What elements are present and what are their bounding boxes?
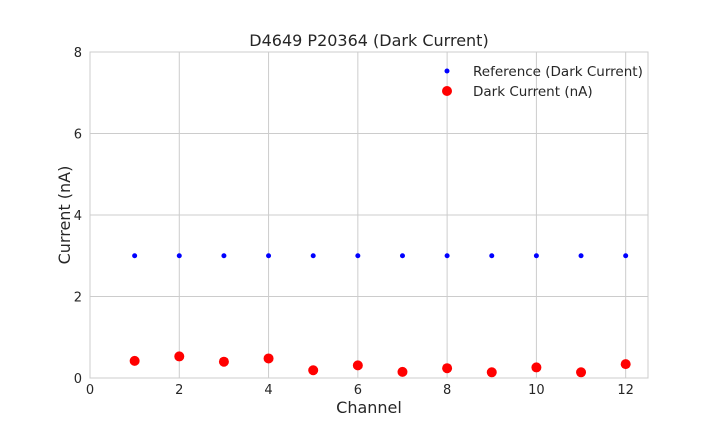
data-point-dark-current (129, 355, 140, 366)
y-tick-label: 8 (74, 46, 82, 61)
y-tick-label: 0 (74, 372, 82, 387)
data-point-dark-current (576, 367, 587, 378)
tick-labels: 0 2 4 6 8 10 12 0 2 4 6 8 (74, 46, 634, 398)
data-point-dark-current (174, 351, 185, 362)
legend-marker (442, 86, 452, 96)
data-point-reference (355, 253, 361, 259)
x-tick-label: 2 (175, 383, 183, 398)
data-point-dark-current (263, 353, 274, 364)
grid (89, 51, 648, 379)
x-tick-label: 6 (354, 383, 362, 398)
data-point-dark-current (486, 367, 497, 378)
data-point-reference (399, 253, 405, 259)
legend-marker (444, 68, 450, 74)
x-tick-label: 10 (528, 383, 545, 398)
data-point-reference (444, 253, 450, 259)
data-point-reference (132, 253, 138, 259)
plot-frame (89, 51, 649, 379)
x-tick-label: 8 (443, 383, 451, 398)
data-point-dark-current (397, 366, 408, 377)
data-point-reference (489, 253, 495, 259)
legend: Reference (Dark Current) Dark Current (nA… (442, 64, 643, 100)
data-point-dark-current (531, 362, 542, 373)
y-tick-label: 4 (74, 209, 82, 224)
data-points (129, 253, 631, 378)
x-tick-label: 4 (264, 383, 272, 398)
legend-label: Dark Current (nA) (473, 84, 593, 100)
x-tick-label: 12 (617, 383, 634, 398)
x-tick-label: 0 (86, 383, 94, 398)
data-point-dark-current (442, 363, 453, 374)
chart-title: D4649 P20364 (Dark Current) (249, 31, 488, 50)
y-tick-label: 6 (74, 128, 82, 143)
data-point-reference (266, 253, 272, 259)
data-point-reference (578, 253, 584, 259)
data-point-reference (533, 253, 539, 259)
data-point-reference (310, 253, 316, 259)
x-axis-label: Channel (336, 398, 402, 417)
data-point-dark-current (308, 365, 319, 376)
data-point-reference (176, 253, 182, 259)
legend-label: Reference (Dark Current) (473, 64, 643, 80)
data-point-dark-current (352, 360, 363, 371)
data-point-dark-current (218, 356, 229, 367)
data-point-dark-current (620, 359, 631, 370)
data-point-reference (623, 253, 629, 259)
y-axis-label: Current (nA) (55, 166, 74, 265)
data-point-reference (221, 253, 227, 259)
y-tick-label: 2 (74, 291, 82, 306)
